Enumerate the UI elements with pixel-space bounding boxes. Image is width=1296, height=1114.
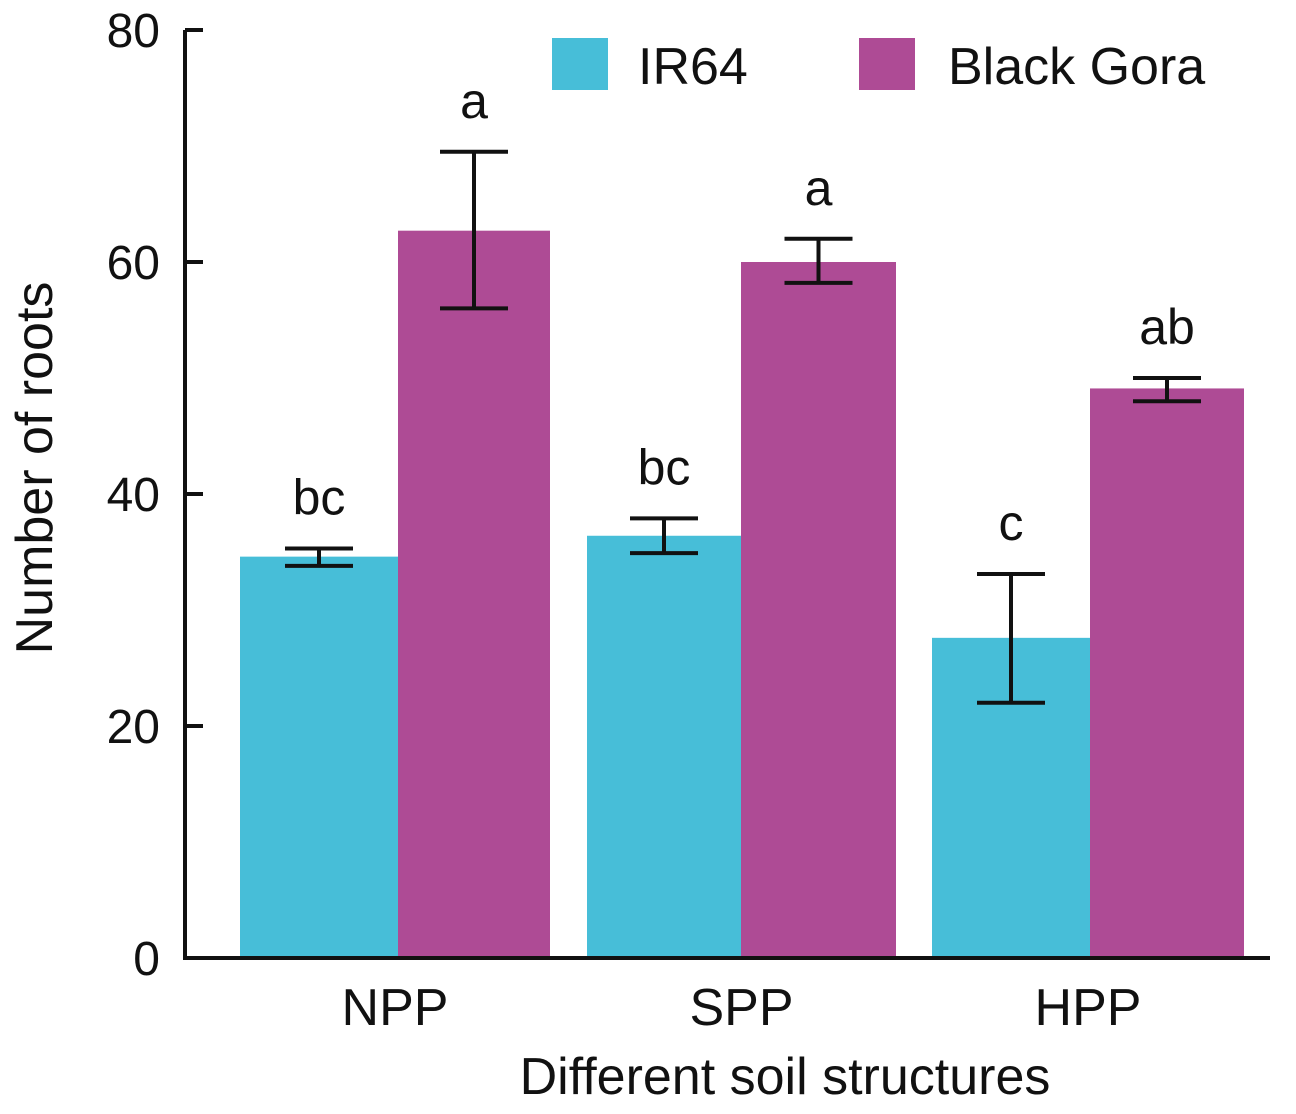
significance-label: bc	[293, 470, 346, 526]
bar-ir64-spp	[587, 535, 741, 958]
legend-label: IR64	[638, 38, 748, 96]
error-bars-layer	[285, 149, 1201, 705]
bar-black-gora-spp	[741, 262, 896, 958]
x-axis-title: Different soil structures	[520, 1048, 1051, 1106]
x-tick-label: NPP	[342, 979, 449, 1037]
y-tick-label: 0	[133, 933, 160, 986]
bar-ir64-npp	[240, 556, 398, 958]
legend-swatch	[859, 38, 915, 90]
y-axis-title: Number of roots	[6, 282, 64, 655]
legend-label: Black Gora	[948, 38, 1205, 96]
significance-label: c	[999, 495, 1024, 551]
legend-swatch	[552, 38, 608, 90]
x-tick-label: SPP	[689, 979, 793, 1037]
significance-labels-layer: bc a bc a c ab	[293, 73, 1195, 551]
bar-black-gora-hpp	[1090, 388, 1244, 958]
legend: IR64 Black Gora	[552, 38, 1205, 96]
y-tick-label: 40	[107, 469, 160, 522]
y-tick-label: 60	[107, 237, 160, 290]
x-category-labels: NPP SPP HPP	[342, 979, 1142, 1037]
y-ticks: 0 20 40 60 80	[107, 5, 203, 986]
y-tick-label: 80	[107, 5, 160, 58]
bars-layer	[240, 230, 1244, 958]
significance-label: a	[460, 73, 488, 129]
significance-label: a	[805, 160, 833, 216]
significance-label: bc	[638, 439, 691, 495]
bar-black-gora-npp	[398, 230, 550, 958]
y-tick-label: 20	[107, 701, 160, 754]
x-tick-label: HPP	[1035, 979, 1142, 1037]
significance-label: ab	[1139, 299, 1195, 355]
